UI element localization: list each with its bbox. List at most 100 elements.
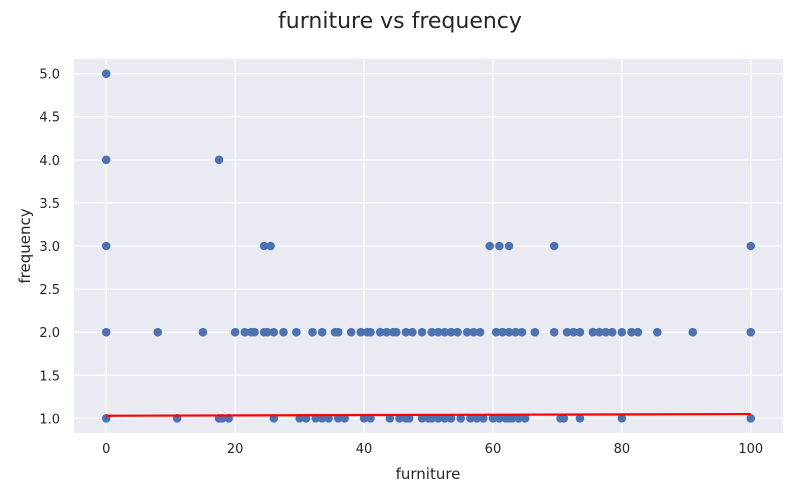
data-point — [504, 327, 514, 337]
data-point — [433, 327, 443, 337]
data-point — [575, 414, 585, 423]
grid-lines — [74, 59, 783, 433]
data-point — [214, 155, 224, 165]
data-point — [359, 414, 369, 423]
data-point — [292, 327, 301, 337]
data-point — [495, 414, 504, 423]
data-point — [475, 327, 485, 337]
data-point — [746, 327, 756, 337]
data-point — [517, 327, 527, 337]
data-point — [575, 327, 585, 337]
data-point — [569, 327, 578, 337]
chart-title: furniture vs frequency — [278, 9, 522, 34]
data-point — [507, 414, 517, 423]
y-tick-label: 2.5 — [39, 283, 60, 298]
data-point — [101, 327, 111, 337]
y-tick-label: 4.0 — [39, 154, 60, 169]
data-point — [453, 327, 462, 337]
data-point — [198, 327, 208, 337]
y-tick-label: 3.0 — [39, 240, 60, 255]
x-tick-label: 20 — [227, 442, 244, 457]
data-point — [478, 414, 488, 423]
data-point — [101, 155, 111, 165]
data-point — [440, 327, 449, 337]
data-point — [308, 327, 317, 337]
data-point — [595, 327, 604, 337]
y-tick-label: 4.5 — [39, 111, 60, 126]
data-point — [391, 327, 401, 337]
data-point — [382, 327, 391, 337]
x-tick-label: 100 — [738, 442, 763, 457]
data-point — [440, 414, 449, 423]
data-points — [101, 69, 756, 423]
data-point — [240, 327, 250, 337]
data-point — [520, 414, 530, 423]
data-point — [375, 327, 385, 337]
y-tick-label: 1.5 — [39, 369, 60, 384]
data-point — [601, 327, 611, 337]
data-point — [617, 414, 627, 423]
x-tick-label: 0 — [102, 442, 110, 457]
y-tick-label: 3.5 — [39, 197, 60, 212]
data-point — [746, 241, 756, 251]
data-point — [466, 414, 475, 423]
data-point — [617, 327, 627, 337]
data-point — [485, 241, 495, 251]
data-point — [549, 327, 559, 337]
data-point — [269, 327, 279, 337]
data-point — [408, 327, 417, 337]
data-point — [472, 414, 482, 423]
data-point — [401, 327, 411, 337]
x-tick-label: 80 — [614, 442, 631, 457]
y-tick-label: 5.0 — [39, 68, 60, 83]
data-point — [530, 327, 540, 337]
data-point — [101, 69, 111, 78]
data-point — [456, 414, 466, 423]
data-point — [511, 327, 520, 337]
data-point — [153, 327, 163, 337]
data-point — [446, 414, 456, 423]
data-point — [427, 414, 437, 423]
data-point — [404, 414, 414, 423]
data-point — [356, 327, 366, 337]
data-point — [395, 414, 404, 423]
tick-labels: 0 20 40 60 80 100 1.0 1.5 2.0 2.5 3.0 3.5 4.0 4.5 5.0 — [39, 68, 763, 457]
data-point — [385, 414, 395, 423]
data-point — [263, 327, 272, 337]
data-point — [559, 414, 569, 423]
data-point — [259, 241, 269, 251]
data-point — [607, 327, 617, 337]
trend-line-layer — [106, 412, 751, 417]
data-point — [491, 327, 501, 337]
data-point — [230, 327, 240, 337]
data-point — [633, 327, 643, 337]
data-point — [417, 414, 427, 423]
data-point — [653, 327, 662, 337]
data-point — [366, 414, 375, 423]
data-point — [433, 414, 443, 423]
data-point — [446, 327, 456, 337]
data-point — [366, 327, 375, 337]
data-point — [333, 327, 343, 337]
data-point — [688, 327, 698, 337]
data-point — [279, 327, 288, 337]
data-point — [317, 327, 327, 337]
data-point — [498, 327, 507, 337]
x-axis-label: furniture — [396, 465, 461, 483]
data-point — [549, 241, 559, 251]
data-point — [469, 327, 478, 337]
data-point — [266, 241, 275, 251]
y-tick-label: 1.0 — [39, 412, 60, 427]
data-point — [746, 414, 756, 423]
data-point — [514, 414, 524, 423]
data-point — [588, 327, 598, 337]
x-tick-label: 60 — [485, 442, 502, 457]
data-point — [488, 414, 498, 423]
data-point — [250, 327, 259, 337]
data-point — [504, 241, 514, 251]
data-point — [101, 241, 111, 251]
data-point — [417, 327, 427, 337]
y-axis-label: frequency — [16, 208, 34, 283]
data-point — [562, 327, 572, 337]
